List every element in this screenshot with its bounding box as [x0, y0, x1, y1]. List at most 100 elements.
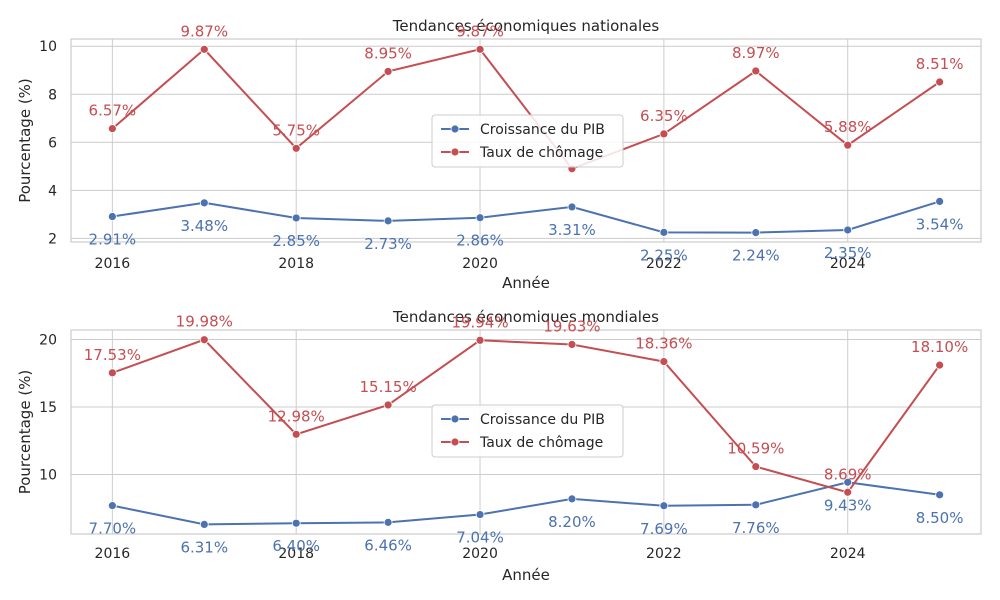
data-point	[383, 517, 393, 527]
data-point	[291, 518, 301, 528]
y-tick-label: 2	[48, 231, 57, 247]
y-tick-label: 10	[39, 468, 57, 484]
data-point	[383, 216, 393, 226]
x-tick-label: 2020	[462, 256, 498, 272]
x-axis-label: Année	[502, 566, 550, 584]
series-line-2	[111, 47, 941, 170]
data-point	[659, 357, 669, 367]
data-label: 2.73%	[364, 235, 412, 253]
x-tick-label: 2020	[462, 546, 498, 562]
data-label: 6.46%	[364, 536, 412, 554]
plot-frame	[70, 329, 982, 535]
data-point	[935, 360, 945, 370]
data-label: 8.95%	[364, 44, 412, 62]
data-point	[751, 66, 761, 76]
data-point	[199, 520, 209, 529]
data-label: 8.50%	[916, 509, 964, 527]
data-point	[291, 429, 301, 439]
legend-label: Croissance du PIB	[480, 122, 605, 138]
data-point	[107, 212, 117, 221]
data-label: 19.98%	[176, 313, 233, 331]
data-label: 6.57%	[89, 102, 137, 120]
data-label: 2.86%	[456, 232, 504, 250]
data-label: 2.91%	[89, 231, 137, 249]
series-line-1	[112, 200, 940, 234]
data-point	[567, 494, 577, 504]
data-point	[751, 228, 761, 238]
data-point	[935, 196, 945, 206]
data-label: 9.87%	[456, 22, 504, 40]
data-point	[107, 368, 117, 378]
y-tick-label: 4	[48, 183, 57, 199]
y-tick-label: 10	[39, 39, 57, 55]
data-label: 5.88%	[824, 118, 872, 136]
data-point	[383, 400, 393, 410]
y-tick-label: 6	[48, 135, 57, 151]
data-label: 2.25%	[640, 246, 688, 264]
data-point	[751, 500, 761, 510]
data-label: 9.87%	[180, 22, 228, 40]
data-label: 15.15%	[360, 378, 417, 396]
data-label: 6.31%	[180, 538, 228, 556]
x-tick-label: 2024	[830, 256, 866, 272]
legend-box	[431, 404, 624, 458]
data-label: 7.04%	[456, 529, 504, 547]
data-label: 10.59%	[727, 440, 784, 458]
x-tick-label: 2022	[646, 546, 682, 562]
data-point	[199, 335, 209, 345]
data-label: 8.20%	[548, 513, 596, 531]
data-point	[659, 501, 669, 511]
data-point	[843, 487, 853, 497]
data-point	[843, 477, 853, 487]
chart-panel-1: 2016 2018 2020 2022 2024 2 4 6 8 10 Année Pourcenta…	[16, 17, 982, 292]
data-label: 6.35%	[640, 107, 688, 125]
data-point	[383, 67, 393, 76]
legend-label: Taux de chômage	[479, 435, 603, 451]
data-point	[199, 44, 209, 54]
data-point	[291, 143, 301, 153]
plot-frame	[70, 38, 982, 243]
data-label: 19.94%	[451, 313, 508, 331]
chart-title: Tendances économiques nationales	[392, 17, 660, 35]
data-point	[567, 340, 577, 349]
legend-marker	[450, 124, 460, 134]
data-point	[843, 140, 853, 150]
data-label: 18.10%	[911, 338, 968, 356]
data-point	[475, 44, 485, 54]
legend-box	[431, 114, 624, 168]
data-point	[107, 124, 117, 134]
data-point	[659, 227, 669, 237]
y-axis-label: Pourcentage (%)	[16, 370, 34, 495]
data-label: 18.36%	[635, 335, 692, 353]
data-label: 7.69%	[640, 520, 688, 538]
data-point	[751, 462, 761, 471]
y-axis-label: Pourcentage (%)	[16, 78, 34, 203]
data-point	[659, 129, 669, 139]
data-point	[935, 490, 945, 500]
x-tick-label: 2022	[646, 256, 682, 272]
x-tick-label: 2024	[830, 546, 866, 562]
x-tick-label: 2018	[278, 256, 314, 272]
data-label: 17.53%	[84, 346, 141, 364]
series-line-2	[112, 338, 941, 494]
data-label: 3.31%	[548, 221, 596, 239]
legend-marker	[450, 414, 460, 424]
legend-label: Croissance du PIB	[480, 412, 605, 428]
data-label: 5.75%	[272, 121, 320, 139]
data-label: 6.40%	[272, 537, 320, 555]
data-label: 7.70%	[89, 520, 137, 538]
data-point	[843, 225, 853, 235]
legend: Croissance du PIB Taux de chômage	[431, 404, 624, 458]
data-label: 12.98%	[268, 407, 325, 425]
data-point	[935, 77, 945, 87]
legend-label: Taux de chômage	[479, 145, 603, 161]
chart-panel-2: 2016 2018 2020 2022 2024 10 15 20 Année Pourcenta…	[16, 308, 982, 584]
data-point	[107, 501, 117, 511]
legend-marker	[450, 437, 460, 447]
data-point	[567, 202, 577, 212]
x-tick-label: 2016	[95, 256, 131, 272]
data-label: 8.97%	[732, 44, 780, 62]
data-label: 7.76%	[732, 519, 780, 537]
data-label: 3.54%	[916, 215, 964, 233]
